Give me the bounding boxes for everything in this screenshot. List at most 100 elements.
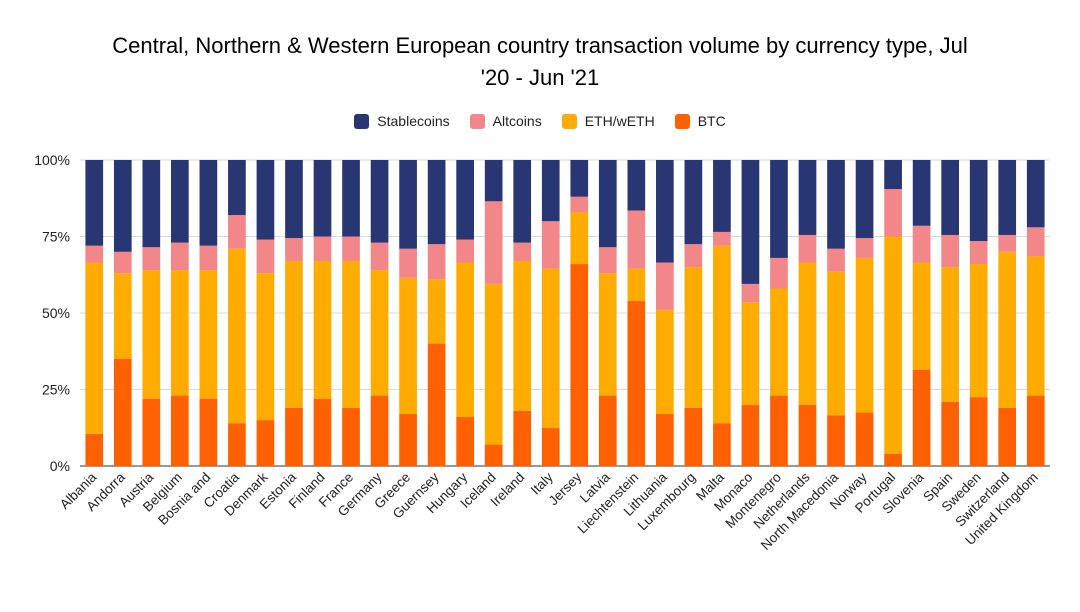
bar-stablecoins	[656, 160, 674, 263]
bar-altcoins	[684, 244, 703, 268]
bar-stablecoins	[370, 160, 389, 243]
chart-title-line-2: '20 - Jun '21	[480, 65, 600, 90]
bar-altcoins	[912, 225, 931, 263]
bar-eth-weth	[998, 251, 1017, 408]
legend-swatch-eth-weth	[561, 113, 577, 129]
bar-altcoins	[399, 248, 417, 278]
bar-stablecoins	[741, 160, 760, 284]
bar-eth-weth	[627, 268, 646, 301]
y-tick-label: 0%	[50, 458, 70, 474]
bar-altcoins	[1026, 227, 1045, 257]
bar-altcoins	[827, 248, 845, 272]
bar-stablecoins	[513, 160, 532, 243]
bar-altcoins	[570, 196, 589, 213]
bar-stablecoins	[256, 160, 275, 240]
bar-eth-weth	[798, 262, 817, 405]
y-tick-label: 100%	[34, 152, 70, 168]
legend-item-eth-weth[interactable]: ETH/wETH	[561, 113, 655, 129]
bar-altcoins	[142, 247, 161, 271]
bar-btc	[998, 407, 1017, 466]
bar-eth-weth	[199, 270, 218, 399]
bar-btc	[285, 407, 303, 466]
bar-eth-weth	[969, 264, 988, 398]
bar-eth-weth	[256, 273, 275, 421]
legend-item-btc[interactable]: BTC	[674, 113, 726, 129]
bar-stablecoins	[342, 160, 360, 237]
bar-stablecoins	[998, 160, 1017, 235]
bar-btc	[256, 420, 275, 466]
bar-eth-weth	[741, 302, 760, 405]
bar-stablecoins	[827, 160, 845, 249]
bar-altcoins	[256, 239, 275, 274]
bar-stablecoins	[171, 160, 189, 243]
bar-eth-weth	[142, 270, 161, 399]
bar-altcoins	[798, 234, 817, 263]
legend-item-altcoins[interactable]: Altcoins	[469, 113, 542, 129]
bar-btc	[171, 395, 189, 466]
bar-stablecoins	[285, 160, 303, 239]
legend-label-eth-weth: ETH/wETH	[584, 113, 655, 129]
bar-eth-weth	[570, 212, 589, 265]
bar-btc	[941, 401, 959, 466]
bar-eth-weth	[456, 262, 474, 418]
x-tick-label: Jersey	[546, 469, 585, 508]
bar-altcoins	[285, 238, 303, 261]
bar-btc	[627, 300, 646, 466]
bar-stablecoins	[570, 160, 589, 197]
bar-btc	[855, 412, 874, 466]
bar-altcoins	[741, 283, 760, 303]
bar-altcoins	[513, 242, 532, 261]
legend-swatch-btc	[674, 113, 690, 129]
bar-stablecoins	[855, 160, 874, 239]
bar-stablecoins	[713, 160, 731, 232]
bar-btc	[113, 358, 132, 466]
bar-btc	[228, 423, 246, 466]
bar-altcoins	[456, 239, 474, 263]
bar-btc	[656, 413, 674, 466]
bar-altcoins	[313, 236, 332, 261]
bar-btc	[399, 413, 417, 466]
bar-eth-weth	[1026, 256, 1045, 396]
bar-btc	[513, 410, 532, 466]
bar-eth-weth	[171, 270, 189, 396]
bar-eth-weth	[713, 245, 731, 424]
legend-label-altcoins: Altcoins	[492, 113, 542, 129]
bar-btc	[570, 264, 589, 466]
bar-stablecoins	[884, 160, 902, 190]
bar-btc	[684, 407, 703, 466]
bar-eth-weth	[484, 283, 503, 445]
bar-eth-weth	[912, 262, 931, 370]
bar-eth-weth	[884, 236, 902, 454]
bar-btc	[456, 417, 474, 466]
bar-altcoins	[770, 257, 788, 289]
legend-item-stablecoins[interactable]: Stablecoins	[354, 113, 450, 129]
bar-eth-weth	[941, 267, 959, 402]
bar-btc	[142, 398, 161, 466]
bar-altcoins	[656, 262, 674, 310]
bar-btc	[427, 343, 446, 466]
bar-eth-weth	[370, 270, 389, 396]
bar-eth-weth	[399, 277, 417, 414]
bar-altcoins	[484, 201, 503, 284]
bar-eth-weth	[85, 262, 104, 434]
legend-label-btc: BTC	[697, 113, 726, 129]
bar-eth-weth	[285, 260, 303, 408]
bar-altcoins	[855, 238, 874, 258]
bar-btc	[541, 427, 560, 466]
bar-altcoins	[370, 242, 389, 271]
bar-stablecoins	[1026, 160, 1045, 228]
legend-swatch-stablecoins	[354, 113, 370, 129]
bar-stablecoins	[142, 160, 161, 248]
legend-swatch-altcoins	[469, 113, 485, 129]
bar-altcoins	[627, 210, 646, 269]
bar-btc	[912, 369, 931, 466]
bar-btc	[598, 395, 617, 466]
bar-stablecoins	[941, 160, 959, 235]
bar-btc	[1026, 395, 1045, 466]
bar-stablecoins	[598, 160, 617, 248]
bar-altcoins	[884, 189, 902, 237]
bar-stablecoins	[484, 160, 503, 202]
bar-stablecoins	[456, 160, 474, 240]
